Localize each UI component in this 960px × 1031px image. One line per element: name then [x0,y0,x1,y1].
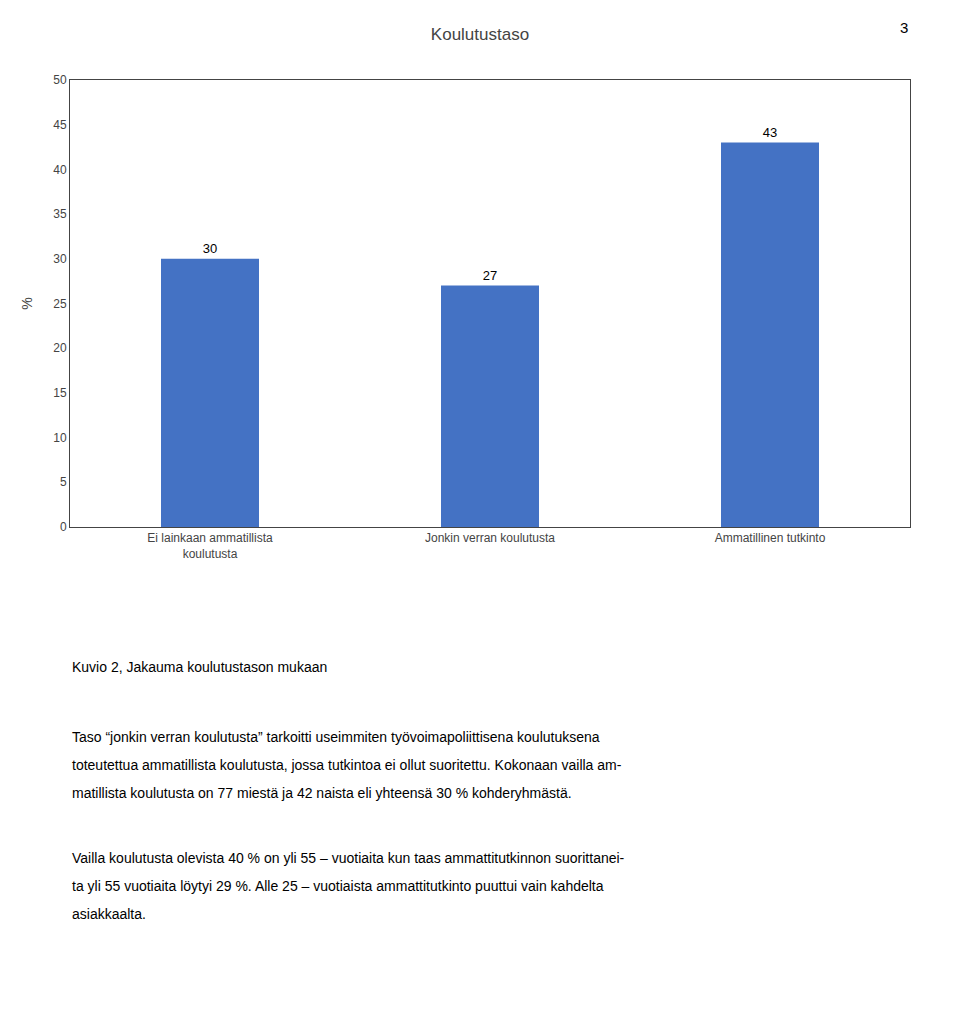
svg-text:50: 50 [53,73,67,87]
svg-text:45: 45 [53,118,67,132]
svg-text:%: % [19,297,35,309]
svg-text:40: 40 [53,163,67,177]
svg-text:Jonkin verran koulutusta: Jonkin verran koulutusta [425,531,555,545]
svg-text:27: 27 [483,268,497,283]
svg-text:Ei lainkaan ammatillistakoulut: Ei lainkaan ammatillistakoulutusta [147,531,273,561]
svg-text:0: 0 [60,520,67,534]
svg-text:Koulutustaso: Koulutustaso [431,25,529,44]
svg-text:35: 35 [53,207,67,221]
svg-text:asiakkaalta.: asiakkaalta. [72,906,146,922]
svg-text:15: 15 [53,386,67,400]
svg-text:toteutettua ammatillista koulu: toteutettua ammatillista koulutusta, jos… [72,757,622,773]
svg-text:20: 20 [53,341,67,355]
svg-text:25: 25 [53,297,67,311]
svg-text:10: 10 [53,431,67,445]
svg-text:Taso “jonkin verran koulutusta: Taso “jonkin verran koulutusta” tarkoitt… [72,729,600,745]
svg-text:30: 30 [203,241,217,256]
svg-text:ta yli 55 vuotiaita löytyi 29: ta yli 55 vuotiaita löytyi 29 %. Alle 25… [72,878,604,894]
svg-text:5: 5 [60,475,67,489]
svg-text:Vailla koulutusta olevista 40: Vailla koulutusta olevista 40 % on yli 5… [72,850,625,866]
svg-text:3: 3 [900,19,908,36]
svg-text:matillista koulutusta on 77 mi: matillista koulutusta on 77 miestä ja 42… [72,785,572,801]
svg-text:Ammatillinen tutkinto: Ammatillinen tutkinto [715,531,826,545]
svg-text:43: 43 [763,125,777,140]
svg-text:30: 30 [53,252,67,266]
svg-text:Kuvio 2, Jakauma koulutustason: Kuvio 2, Jakauma koulutustason mukaan [72,659,327,675]
